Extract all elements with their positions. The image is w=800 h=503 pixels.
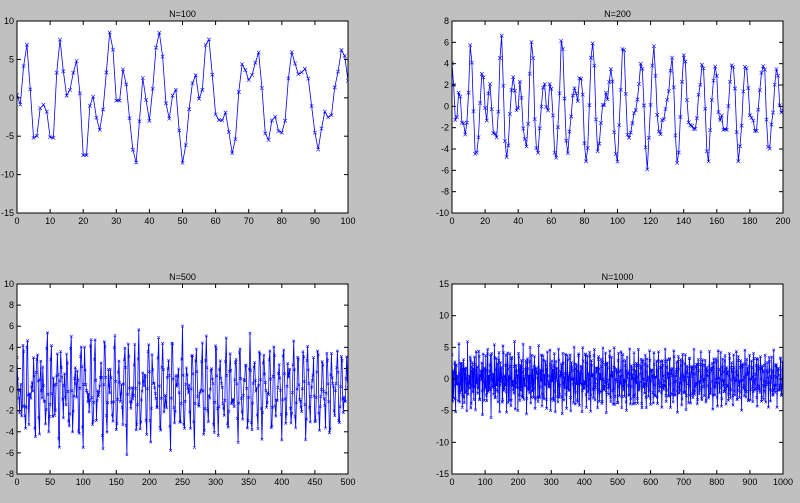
y-tick-label: 5 — [444, 342, 449, 352]
x-tick-label: 200 — [775, 216, 790, 226]
y-tick-label: -6 — [6, 448, 14, 458]
x-tick-label: 0 — [14, 477, 19, 487]
series-markers — [17, 324, 348, 457]
x-tick-label: 200 — [142, 477, 157, 487]
y-tick-label: 6 — [9, 321, 14, 331]
x-tick-label: 90 — [310, 216, 320, 226]
y-tick-label: 15 — [439, 279, 449, 289]
series-markers — [452, 33, 783, 172]
x-tick-label: 50 — [177, 216, 187, 226]
y-tick-label: -4 — [6, 427, 14, 437]
y-tick-label: 2 — [9, 363, 14, 373]
y-tick-label: 8 — [444, 16, 449, 26]
x-tick-label: 20 — [78, 216, 88, 226]
y-tick-label: 0 — [444, 374, 449, 384]
x-tick-label: 100 — [76, 477, 91, 487]
x-tick-label: 120 — [643, 216, 658, 226]
x-tick-label: 20 — [480, 216, 490, 226]
x-tick-label: 500 — [340, 477, 355, 487]
x-tick-label: 60 — [211, 216, 221, 226]
y-tick-label: -5 — [6, 131, 14, 141]
series-group — [452, 339, 783, 420]
y-tick-label: 8 — [9, 300, 14, 310]
y-tick-label: 4 — [444, 59, 449, 69]
x-tick-label: 200 — [511, 477, 526, 487]
x-tick-label: 0 — [14, 216, 19, 226]
y-tick-label: 10 — [439, 311, 449, 321]
x-tick-label: 0 — [449, 216, 454, 226]
series-group — [17, 324, 348, 457]
x-tick-label: 300 — [544, 477, 559, 487]
y-tick-label: -10 — [1, 170, 14, 180]
y-tick-label: -2 — [441, 123, 449, 133]
axes-background — [17, 21, 348, 213]
x-tick-label: 100 — [610, 216, 625, 226]
subplot-4: 0 100 200 300 400 500 600 700 800 900 1000-15-10-5… — [436, 272, 793, 487]
x-tick-label: 140 — [676, 216, 691, 226]
subplot-1: 0 10 20 30 40 50 60 70 80 90 100 -15 -10 -5 0 5 10 N=100 — [1, 9, 356, 226]
x-tick-label: 800 — [709, 477, 724, 487]
x-tick-label: 100 — [478, 477, 493, 487]
y-tick-label: -10 — [436, 208, 449, 218]
subplot-title: N=100 — [169, 9, 196, 19]
x-tick-label: 10 — [45, 216, 55, 226]
subplot-title: N=200 — [604, 9, 631, 19]
x-tick-label: 400 — [274, 477, 289, 487]
x-tick-label: 50 — [45, 477, 55, 487]
y-tick-label: -15 — [1, 208, 14, 218]
y-tick-label: 0 — [9, 93, 14, 103]
x-tick-label: 40 — [513, 216, 523, 226]
x-tick-label: 0 — [449, 477, 454, 487]
x-tick-label: 100 — [340, 216, 355, 226]
series-group — [17, 30, 348, 165]
subplot-3: 0 50 100 150 200 250 300 350 400 450 500 -8 -6 -4 -2 0 2… — [4, 272, 356, 487]
x-tick-label: 30 — [111, 216, 121, 226]
subplot-title: N=1000 — [602, 272, 634, 282]
x-tick-label: 60 — [546, 216, 556, 226]
y-tick-label: -4 — [441, 144, 449, 154]
x-tick-label: 500 — [610, 477, 625, 487]
series-markers — [452, 339, 783, 420]
y-tick-label: -15 — [436, 469, 449, 479]
x-tick-label: 900 — [742, 477, 757, 487]
x-tick-label: 1000 — [773, 477, 793, 487]
series-markers — [17, 30, 348, 165]
y-tick-label: -6 — [441, 165, 449, 175]
y-tick-label: -5 — [441, 406, 449, 416]
axes-background — [452, 21, 783, 213]
x-tick-label: 350 — [241, 477, 256, 487]
x-tick-label: 600 — [643, 477, 658, 487]
subplot-title: N=500 — [169, 272, 196, 282]
y-tick-label: 6 — [444, 37, 449, 47]
y-tick-label: 5 — [9, 54, 14, 64]
x-tick-label: 400 — [577, 477, 592, 487]
x-tick-label: 700 — [676, 477, 691, 487]
y-tick-label: 0 — [444, 101, 449, 111]
x-tick-label: 180 — [742, 216, 757, 226]
y-tick-label: -8 — [6, 469, 14, 479]
x-tick-label: 300 — [208, 477, 223, 487]
y-tick-label: 2 — [444, 80, 449, 90]
y-tick-label: 0 — [9, 385, 14, 395]
y-tick-label: -10 — [436, 437, 449, 447]
x-tick-label: 450 — [307, 477, 322, 487]
x-tick-label: 250 — [175, 477, 190, 487]
y-tick-label: -8 — [441, 187, 449, 197]
x-tick-label: 70 — [244, 216, 254, 226]
y-tick-label: -2 — [6, 406, 14, 416]
y-tick-label: 4 — [9, 342, 14, 352]
x-tick-label: 40 — [144, 216, 154, 226]
x-tick-label: 150 — [109, 477, 124, 487]
subplot-2: 0 20 40 60 80 100 120 140 160 180 200 -10 -8 -6 -4 -2 0 2… — [436, 9, 791, 226]
x-tick-label: 80 — [579, 216, 589, 226]
y-tick-label: 10 — [4, 16, 14, 26]
series-group — [452, 33, 783, 172]
y-tick-label: 10 — [4, 279, 14, 289]
x-tick-label: 80 — [277, 216, 287, 226]
x-tick-label: 160 — [709, 216, 724, 226]
